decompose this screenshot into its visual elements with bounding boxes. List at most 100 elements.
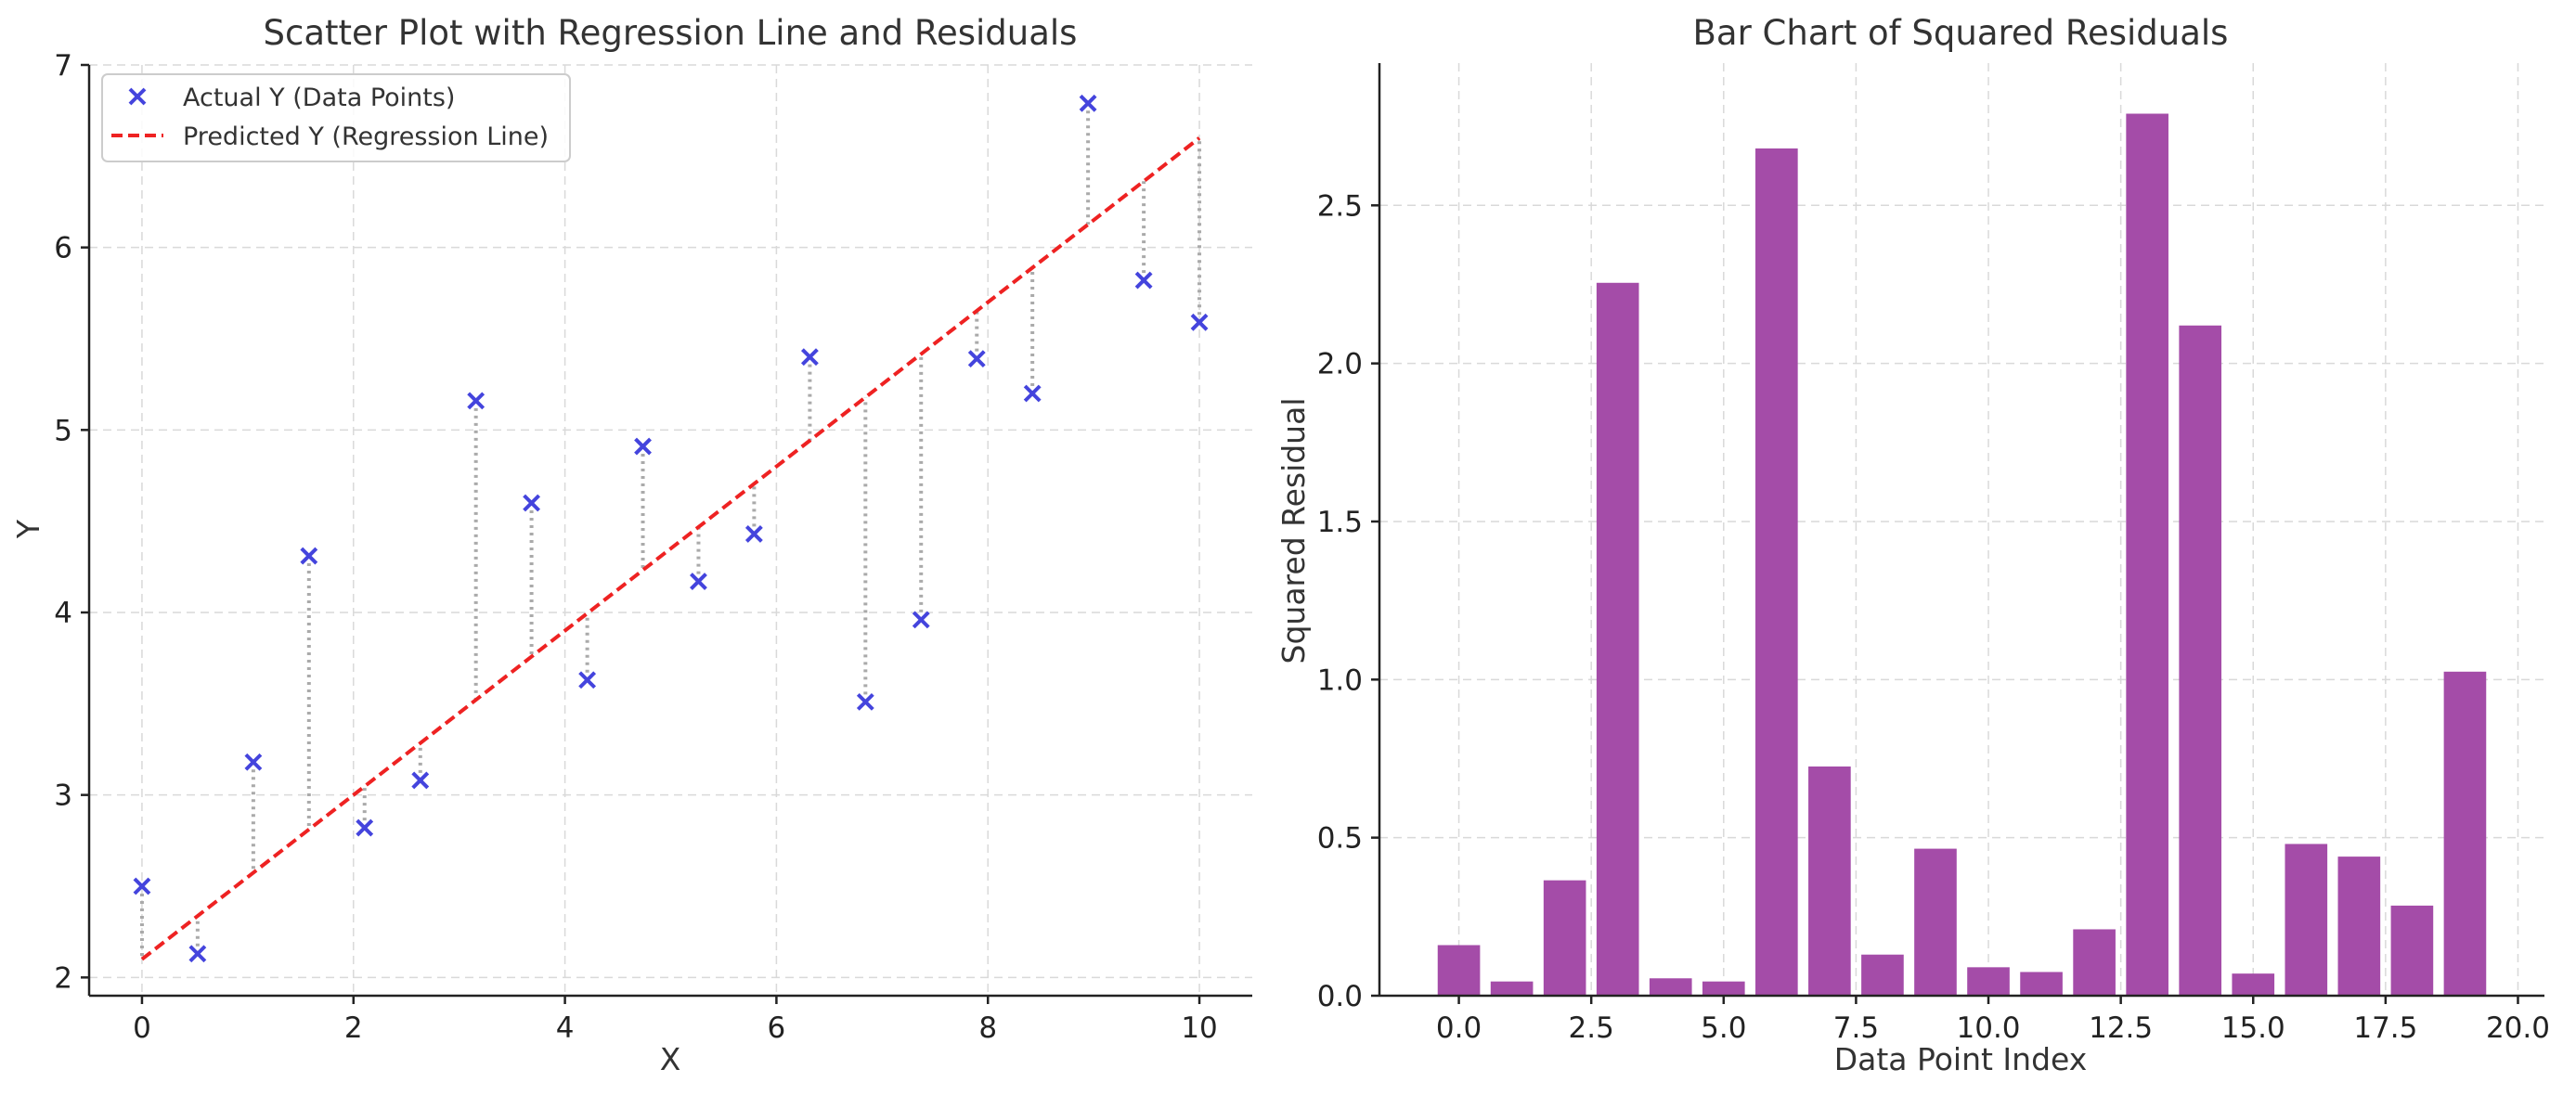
data-point xyxy=(244,753,263,771)
y-tick-label: 0.0 xyxy=(1317,980,1363,1013)
data-point xyxy=(523,494,541,512)
x-tick-label: 17.5 xyxy=(2353,1011,2417,1045)
bar xyxy=(2337,857,2381,996)
data-point xyxy=(690,573,707,590)
data-point xyxy=(1079,94,1097,112)
data-point-stroke xyxy=(690,573,707,590)
bar-x-axis-label: Data Point Index xyxy=(1834,1041,2088,1077)
data-point xyxy=(1134,271,1153,290)
bar xyxy=(2073,929,2116,996)
bar xyxy=(1437,945,1481,996)
data-point xyxy=(578,671,597,689)
data-point xyxy=(356,818,374,837)
scatter-legend: Actual Y (Data Points) Predicted Y (Regr… xyxy=(101,73,571,162)
scatter-y-axis-label: Y xyxy=(10,519,46,539)
data-point-stroke xyxy=(800,348,819,367)
data-point-stroke xyxy=(912,611,930,629)
data-point xyxy=(411,771,430,790)
y-tick-label: 2.5 xyxy=(1317,189,1363,223)
y-tick-label: 2.0 xyxy=(1317,348,1363,381)
data-point xyxy=(133,877,151,895)
y-tick-label: 1.0 xyxy=(1317,663,1363,697)
scatter-x-axis-label: X xyxy=(660,1041,681,1077)
bar xyxy=(1543,880,1586,996)
bar xyxy=(2179,325,2222,997)
bar-chart: Bar Chart of Squared Residuals 0.0 2.5 5.0… xyxy=(1275,13,2550,1077)
data-point-stroke xyxy=(967,350,986,368)
bar xyxy=(2020,972,2063,996)
y-tick-label: 6 xyxy=(54,232,72,265)
y-tick-label: 5 xyxy=(54,414,72,447)
regression-line xyxy=(140,136,1201,961)
bar xyxy=(1755,148,1798,997)
data-point xyxy=(467,392,485,410)
legend-box xyxy=(101,73,571,162)
bar xyxy=(1861,954,1904,996)
y-tick-label: 4 xyxy=(54,597,72,630)
data-point-stroke xyxy=(188,945,207,963)
x-tick-label: 0 xyxy=(133,1011,151,1045)
x-tick-label: 5.0 xyxy=(1701,1011,1746,1045)
x-tick-label: 8 xyxy=(978,1011,997,1045)
bar xyxy=(1490,981,1534,996)
data-point-stroke xyxy=(356,818,374,837)
bar xyxy=(2443,671,2487,996)
bar xyxy=(2285,844,2328,996)
data-point-stroke xyxy=(300,547,318,565)
x-tick-label: 2 xyxy=(344,1011,363,1045)
bar-grid xyxy=(1379,63,2544,997)
x-tick-label: 2.5 xyxy=(1569,1011,1614,1045)
bar xyxy=(1596,282,1639,996)
regression-line-group xyxy=(140,136,1201,961)
scatter-chart: Scatter Plot with Regression Line and Re… xyxy=(10,13,1252,1077)
y-tick-label: 7 xyxy=(54,49,72,83)
data-point-stroke xyxy=(1190,313,1209,331)
legend-entry-actual: Actual Y (Data Points) xyxy=(183,84,455,112)
data-point xyxy=(634,437,652,456)
data-point-stroke xyxy=(523,494,541,512)
x-tick-label: 6 xyxy=(768,1011,786,1045)
scatter-chart-title: Scatter Plot with Regression Line and Re… xyxy=(264,13,1078,53)
y-tick-label: 3 xyxy=(54,779,72,813)
legend-entry-predicted: Predicted Y (Regression Line) xyxy=(183,122,549,151)
x-tick-label: 20.0 xyxy=(2486,1011,2550,1045)
residual-lines xyxy=(139,103,1202,960)
bar xyxy=(1702,981,1745,996)
data-point xyxy=(912,611,930,629)
data-point-stroke xyxy=(1134,271,1153,290)
bar-y-axis-label: Squared Residual xyxy=(1275,398,1312,664)
data-point-stroke xyxy=(244,753,263,771)
x-tick-label: 12.5 xyxy=(2089,1011,2153,1045)
bar xyxy=(1967,967,2010,996)
data-point-stroke xyxy=(411,771,430,790)
data-point-stroke xyxy=(1079,94,1097,112)
bar-axes: 0.0 2.5 5.0 7.5 10.0 12.5 15.0 17.5 20.0 0.0 0.5 1.… xyxy=(1317,63,2550,1045)
data-point xyxy=(1190,313,1209,331)
data-point xyxy=(744,525,763,543)
scatter-axes: 0 2 4 6 8 10 2 3 4 5 6 7 xyxy=(54,49,1252,1045)
bar xyxy=(1808,766,1851,996)
data-point-stroke xyxy=(467,392,485,410)
data-point xyxy=(967,350,986,368)
data-point xyxy=(856,692,874,711)
x-tick-label: 10 xyxy=(1181,1011,1217,1045)
data-point-stroke xyxy=(133,877,151,895)
y-tick-label: 2 xyxy=(54,961,72,995)
y-tick-label: 0.5 xyxy=(1317,822,1363,856)
bar xyxy=(2390,905,2434,996)
bars xyxy=(1437,113,2487,997)
bar xyxy=(2232,973,2275,996)
x-tick-label: 7.5 xyxy=(1833,1011,1879,1045)
bar xyxy=(2126,113,2168,996)
bar-chart-title: Bar Chart of Squared Residuals xyxy=(1693,13,2229,53)
data-point-stroke xyxy=(856,692,874,711)
bar xyxy=(1649,978,1692,996)
data-point-stroke xyxy=(578,671,597,689)
scatter-grid xyxy=(89,64,1252,996)
x-tick-label: 15.0 xyxy=(2221,1011,2285,1045)
legend-marker-x-icon xyxy=(128,87,147,106)
x-tick-label: 10.0 xyxy=(1957,1011,2021,1045)
data-point xyxy=(300,547,318,565)
x-tick-label: 4 xyxy=(556,1011,575,1045)
